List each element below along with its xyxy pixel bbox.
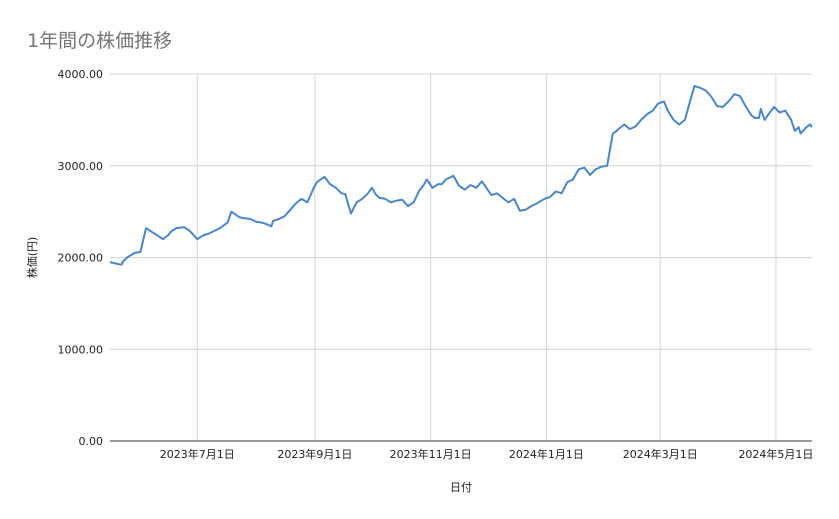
y-axis-ticks: 0.00 1000.00 2000.00 3000.00 4000.00	[58, 68, 104, 448]
x-tick-label: 2024年3月1日	[623, 447, 698, 461]
x-tick-label: 2024年5月1日	[738, 447, 813, 461]
x-axis-ticks: 2023年7月1日 2023年9月1日 2023年11月1日 2024年1月1日 202…	[160, 447, 814, 461]
x-tick-label: 2023年9月1日	[277, 447, 352, 461]
y-tick-label: 1000.00	[58, 343, 104, 356]
y-tick-label: 2000.00	[58, 252, 104, 265]
x-tick-label: 2024年1月1日	[509, 447, 584, 461]
y-tick-label: 0.00	[79, 435, 104, 448]
series-line	[109, 84, 813, 266]
chart-title: 1年間の株価推移	[27, 30, 173, 52]
x-axis-label: 日付	[450, 481, 472, 494]
grid-lines	[110, 73, 812, 441]
y-tick-label: 3000.00	[58, 160, 104, 173]
x-tick-label: 2023年11月1日	[390, 447, 472, 461]
y-axis-label: 株価(円)	[25, 237, 39, 279]
y-tick-label: 4000.00	[58, 68, 104, 81]
x-tick-label: 2023年7月1日	[160, 447, 235, 461]
